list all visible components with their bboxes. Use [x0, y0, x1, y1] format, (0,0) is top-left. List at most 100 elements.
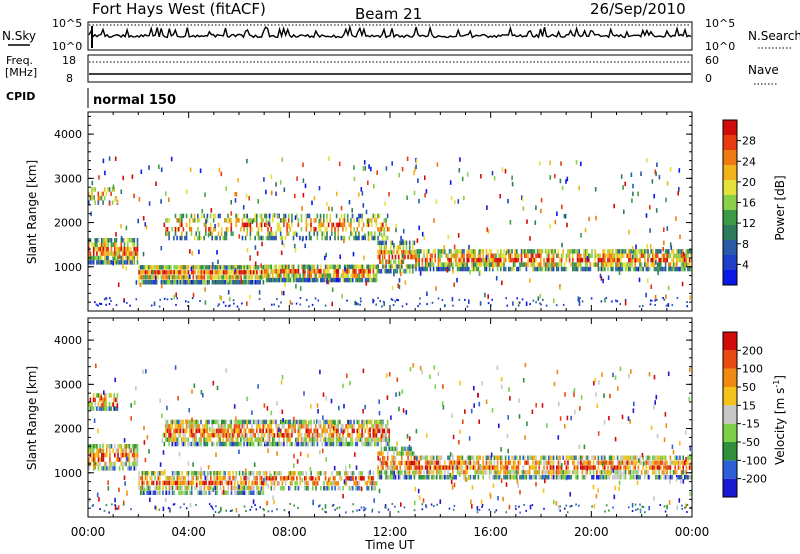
- data-cell: [128, 461, 131, 467]
- data-cell: [149, 280, 152, 285]
- data-cell: [175, 480, 177, 486]
- data-cell: [332, 437, 335, 442]
- data-cell: [608, 262, 611, 267]
- data-cell: [251, 471, 253, 476]
- data-cell: [209, 437, 212, 442]
- data-cell: [144, 275, 147, 280]
- data-cell: [118, 246, 121, 252]
- data-cell: [355, 302, 358, 305]
- data-cell: [639, 257, 641, 263]
- data-cell: [516, 297, 518, 300]
- data-cell: [92, 452, 95, 458]
- data-cell: [586, 256, 589, 261]
- data-cell: [358, 222, 360, 228]
- data-cell: [671, 444, 674, 449]
- data-cell: [342, 436, 345, 441]
- data-cell: [383, 232, 385, 237]
- data-cell: [463, 249, 465, 254]
- data-cell: [586, 249, 588, 254]
- data-cell: [394, 300, 397, 303]
- data-cell: [562, 249, 564, 254]
- data-cell: [373, 498, 375, 503]
- data-cell: [173, 270, 175, 275]
- data-cell: [318, 269, 320, 274]
- data-cell: [144, 475, 147, 481]
- data-cell: [238, 270, 241, 275]
- data-cell: [235, 416, 237, 421]
- data-cell: [577, 299, 580, 302]
- data-cell: [112, 260, 114, 266]
- data-cell: [552, 249, 555, 254]
- freq-unit: [MHz]: [5, 66, 37, 79]
- data-cell: [366, 437, 368, 442]
- data-cell: [685, 257, 688, 263]
- data-cell: [524, 262, 526, 267]
- data-cell: [579, 297, 581, 300]
- data-cell: [243, 222, 245, 228]
- data-cell: [345, 437, 347, 442]
- data-cell: [219, 441, 221, 447]
- data-cell: [278, 481, 281, 486]
- data-cell: [216, 490, 218, 495]
- data-cell: [318, 424, 320, 429]
- data-cell: [525, 460, 528, 465]
- data-cell: [681, 281, 684, 287]
- data-cell: [213, 275, 215, 280]
- data-cell: [176, 265, 179, 270]
- data-cell: [326, 201, 328, 207]
- data-cell: [444, 266, 446, 272]
- data-cell: [434, 253, 436, 258]
- data-cell: [311, 441, 314, 447]
- data-cell: [248, 275, 250, 280]
- data-cell: [642, 266, 644, 272]
- data-cell: [203, 222, 205, 228]
- data-cell: [345, 264, 348, 270]
- data-cell: [272, 218, 274, 223]
- data-cell: [190, 485, 193, 491]
- data-cell: [514, 253, 516, 258]
- data-cell: [157, 475, 159, 481]
- data-cell: [468, 475, 470, 481]
- data-cell: [221, 270, 223, 275]
- data-cell: [289, 437, 292, 442]
- data-cell: [632, 257, 635, 263]
- data-cell: [383, 446, 386, 452]
- data-cell: [388, 465, 390, 470]
- data-cell: [173, 280, 175, 285]
- data-cell: [528, 249, 531, 254]
- data-cell: [246, 419, 248, 425]
- data-cell: [213, 480, 215, 486]
- data-cell: [434, 465, 436, 470]
- data-cell: [434, 384, 437, 389]
- data-cell: [206, 475, 209, 481]
- data-cell: [591, 249, 593, 254]
- data-cell: [388, 264, 390, 269]
- data-cell: [339, 419, 341, 425]
- data-cell: [654, 299, 656, 302]
- data-cell: [355, 273, 357, 278]
- data-cell: [517, 483, 519, 488]
- data-cell: [401, 451, 403, 456]
- data-cell: [504, 460, 507, 465]
- data-cell: [401, 456, 403, 461]
- data-cell: [538, 249, 540, 254]
- data-cell: [198, 490, 201, 495]
- data-cell: [104, 238, 106, 243]
- data-cell: [614, 375, 617, 380]
- data-cell: [335, 428, 338, 434]
- data-cell: [135, 280, 138, 285]
- data-cell: [262, 471, 265, 476]
- data-cell: [377, 240, 379, 246]
- data-cell: [674, 253, 676, 258]
- data-cell: [227, 490, 230, 495]
- data-cell: [152, 269, 154, 275]
- data-cell: [174, 419, 177, 425]
- data-cell: [639, 253, 641, 258]
- data-cell: [378, 399, 380, 404]
- data-cell: [292, 273, 295, 278]
- data-cell: [198, 280, 201, 285]
- data-cell: [184, 270, 187, 275]
- data-cell: [503, 475, 505, 480]
- data-cell: [408, 444, 411, 450]
- data-cell: [150, 304, 153, 307]
